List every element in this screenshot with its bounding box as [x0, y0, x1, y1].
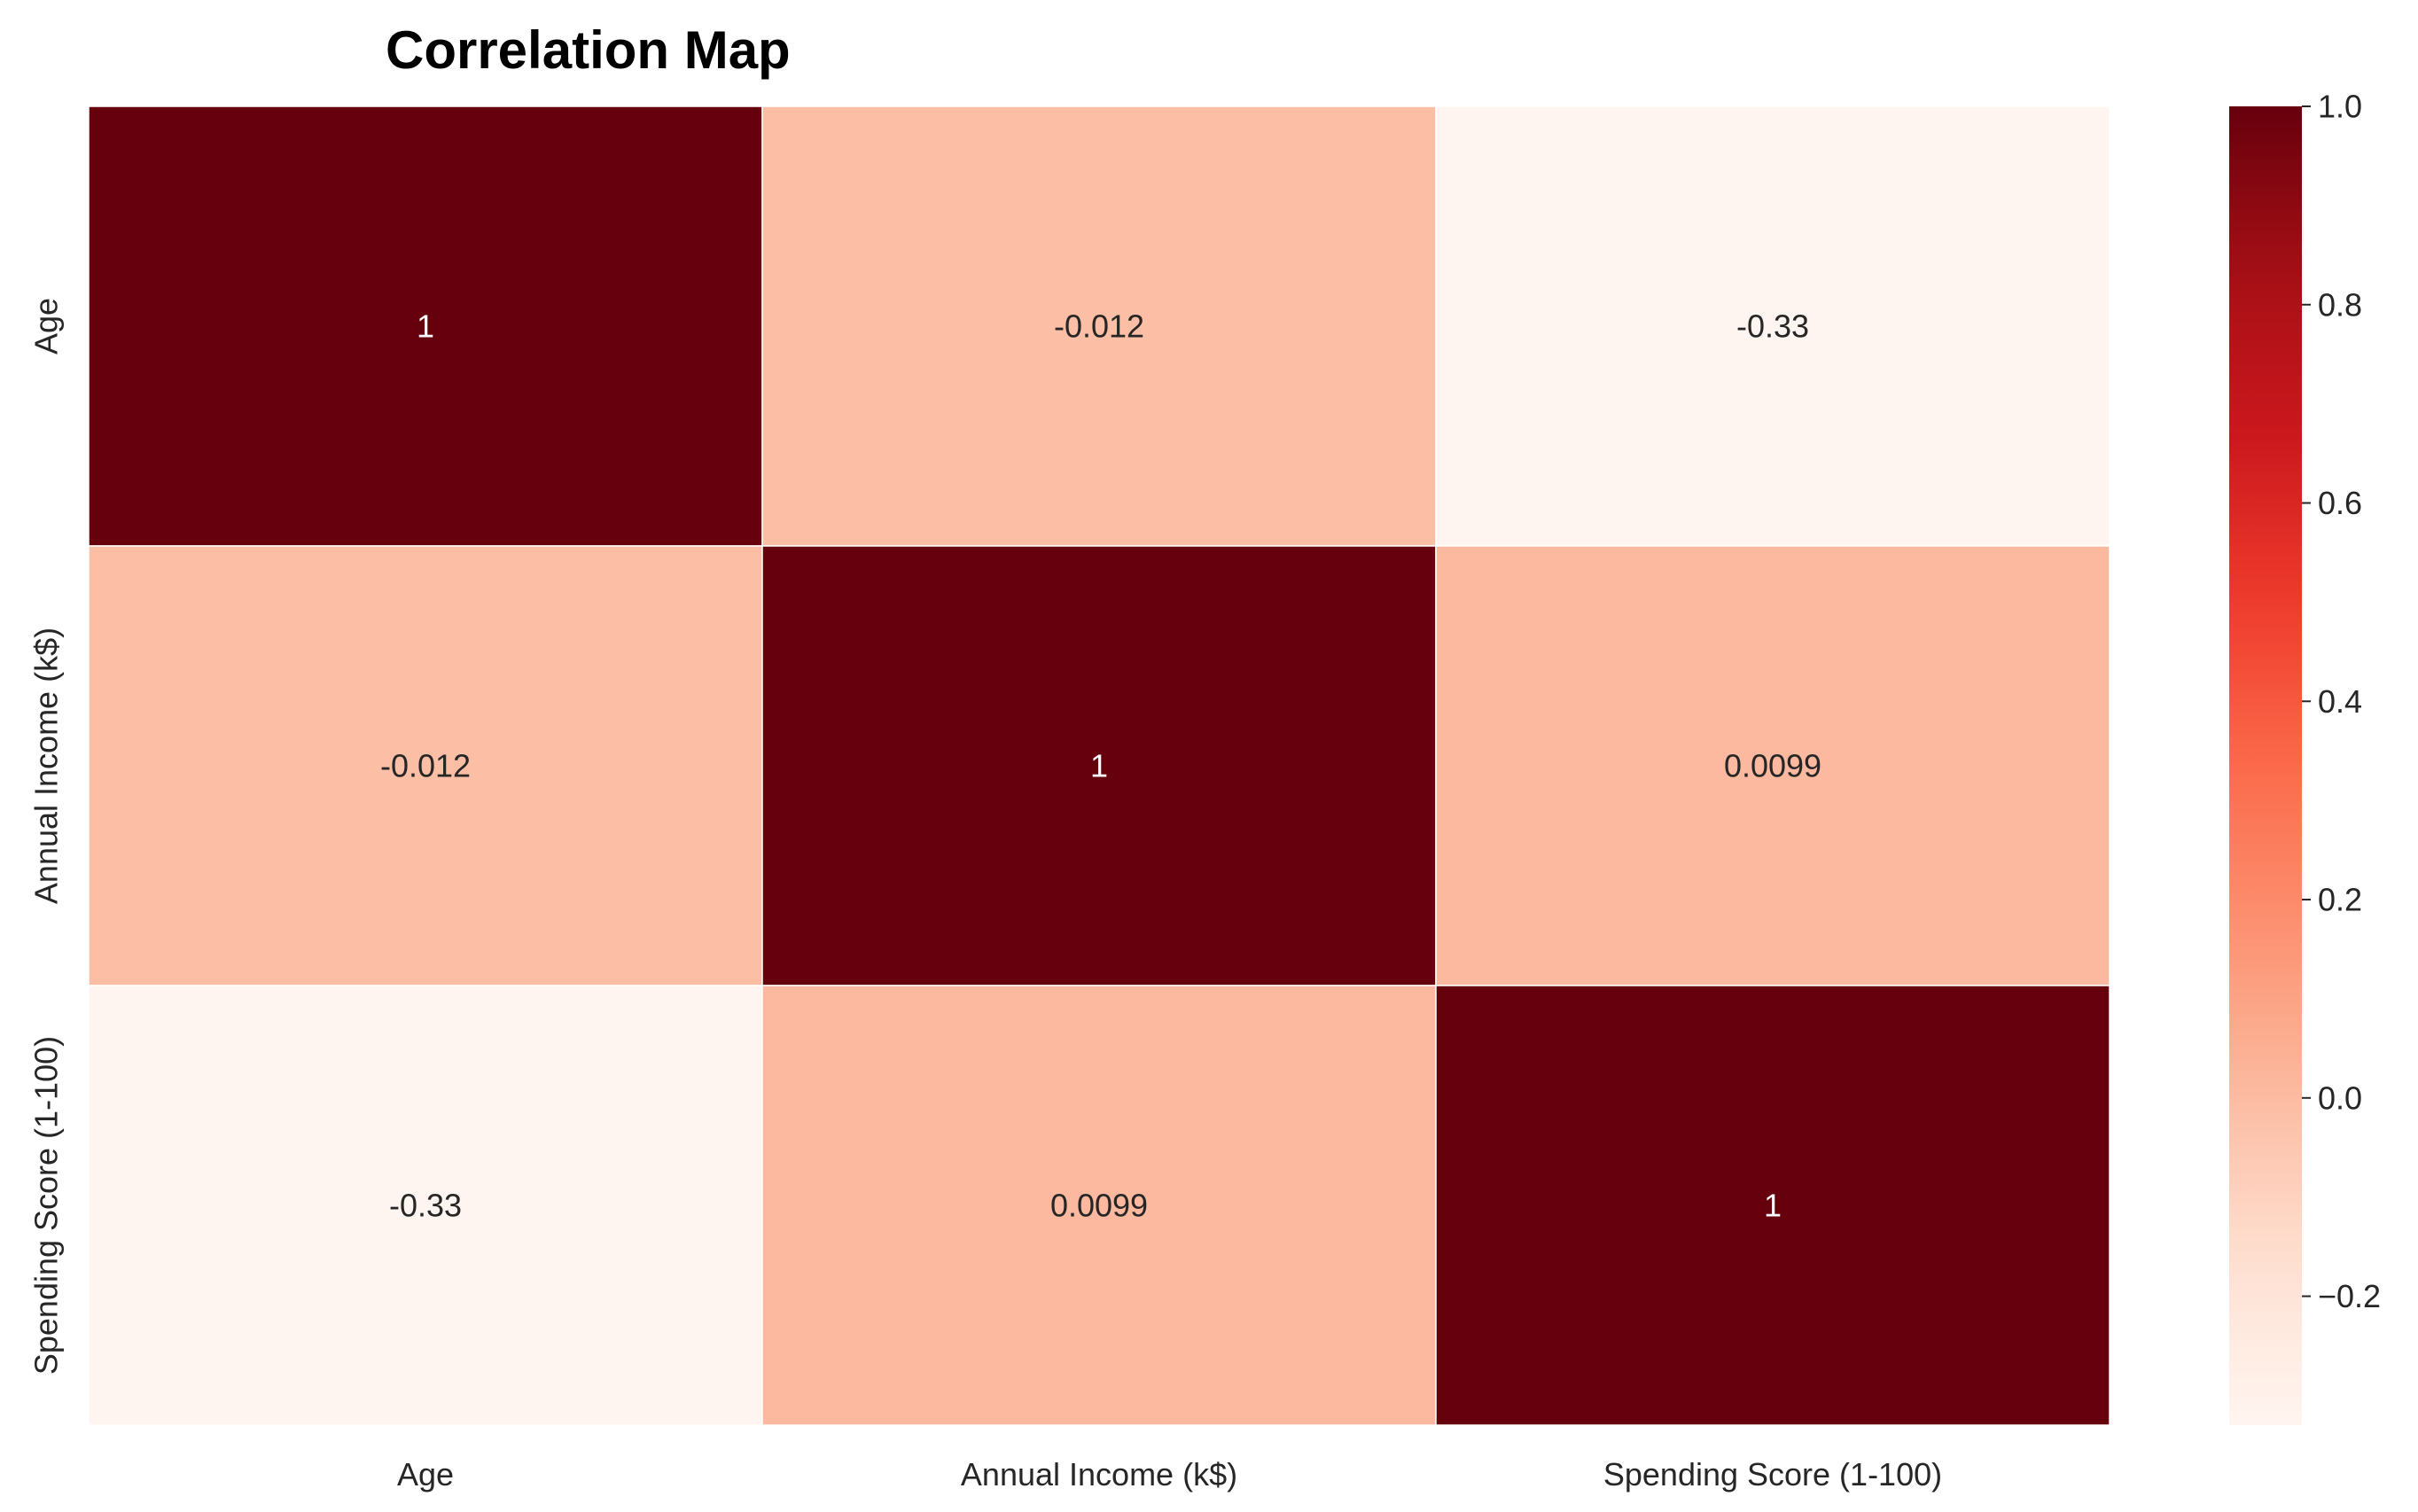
- heatmap-cell: [1435, 985, 2110, 1426]
- colorbar-tick-label: 0.8: [2318, 286, 2362, 323]
- cell-annotation: -0.33: [389, 1188, 462, 1224]
- heatmap-cell: [1435, 545, 2110, 986]
- cell-annotation: 1: [1090, 748, 1108, 784]
- heatmap-cell: [761, 985, 1437, 1426]
- heatmap-cell: [88, 545, 763, 986]
- heatmap-cell: [88, 105, 763, 547]
- cell-annotation: -0.33: [1736, 308, 1809, 345]
- colorbar: −0.2 0.0 0.2 0.4 0.6 0.8 1.0: [2229, 89, 2381, 1425]
- colorbar-tick-label: 0.4: [2318, 683, 2362, 720]
- colorbar-gradient: [2229, 106, 2302, 1425]
- heatmap-annotations: 1 -0.012 -0.33 -0.012 1 0.0099 -0.33 0.0099 1: [380, 308, 1821, 1224]
- heatmap-cell: [1435, 105, 2110, 547]
- y-tick-label: Age: [28, 298, 65, 355]
- cell-annotation: 1: [1764, 1188, 1782, 1224]
- x-tick-label: Age: [397, 1456, 454, 1493]
- heatmap-cell: [761, 105, 1437, 547]
- colorbar-tick-label: −0.2: [2318, 1278, 2381, 1314]
- x-tick-label: Spending Score (1-100): [1603, 1456, 1942, 1493]
- chart-title: Correlation Map: [386, 20, 791, 80]
- y-axis-ticks: Age Annual Income (k$) Spending Score (1-1…: [28, 298, 65, 1375]
- x-tick-label: Annual Income (k$): [961, 1456, 1237, 1493]
- heatmap-cells: [88, 105, 2110, 1426]
- cell-annotation: 1: [417, 308, 434, 345]
- colorbar-tick-label: 0.0: [2318, 1079, 2362, 1116]
- cell-annotation: -0.012: [1054, 308, 1144, 345]
- heatmap-cell: [761, 545, 1437, 986]
- y-tick-label: Spending Score (1-100): [28, 1036, 65, 1375]
- x-axis-ticks: Age Annual Income (k$) Spending Score (1-1…: [397, 1456, 1942, 1493]
- colorbar-tick-label: 0.6: [2318, 485, 2362, 521]
- colorbar-tick-label: 1.0: [2318, 89, 2362, 125]
- colorbar-tick-label: 0.2: [2318, 882, 2362, 918]
- cell-annotation: 0.0099: [1050, 1188, 1148, 1224]
- heatmap-cell: [88, 985, 763, 1426]
- y-tick-label: Annual Income (k$): [28, 627, 65, 904]
- cell-annotation: -0.012: [380, 748, 471, 784]
- cell-annotation: 0.0099: [1724, 748, 1821, 784]
